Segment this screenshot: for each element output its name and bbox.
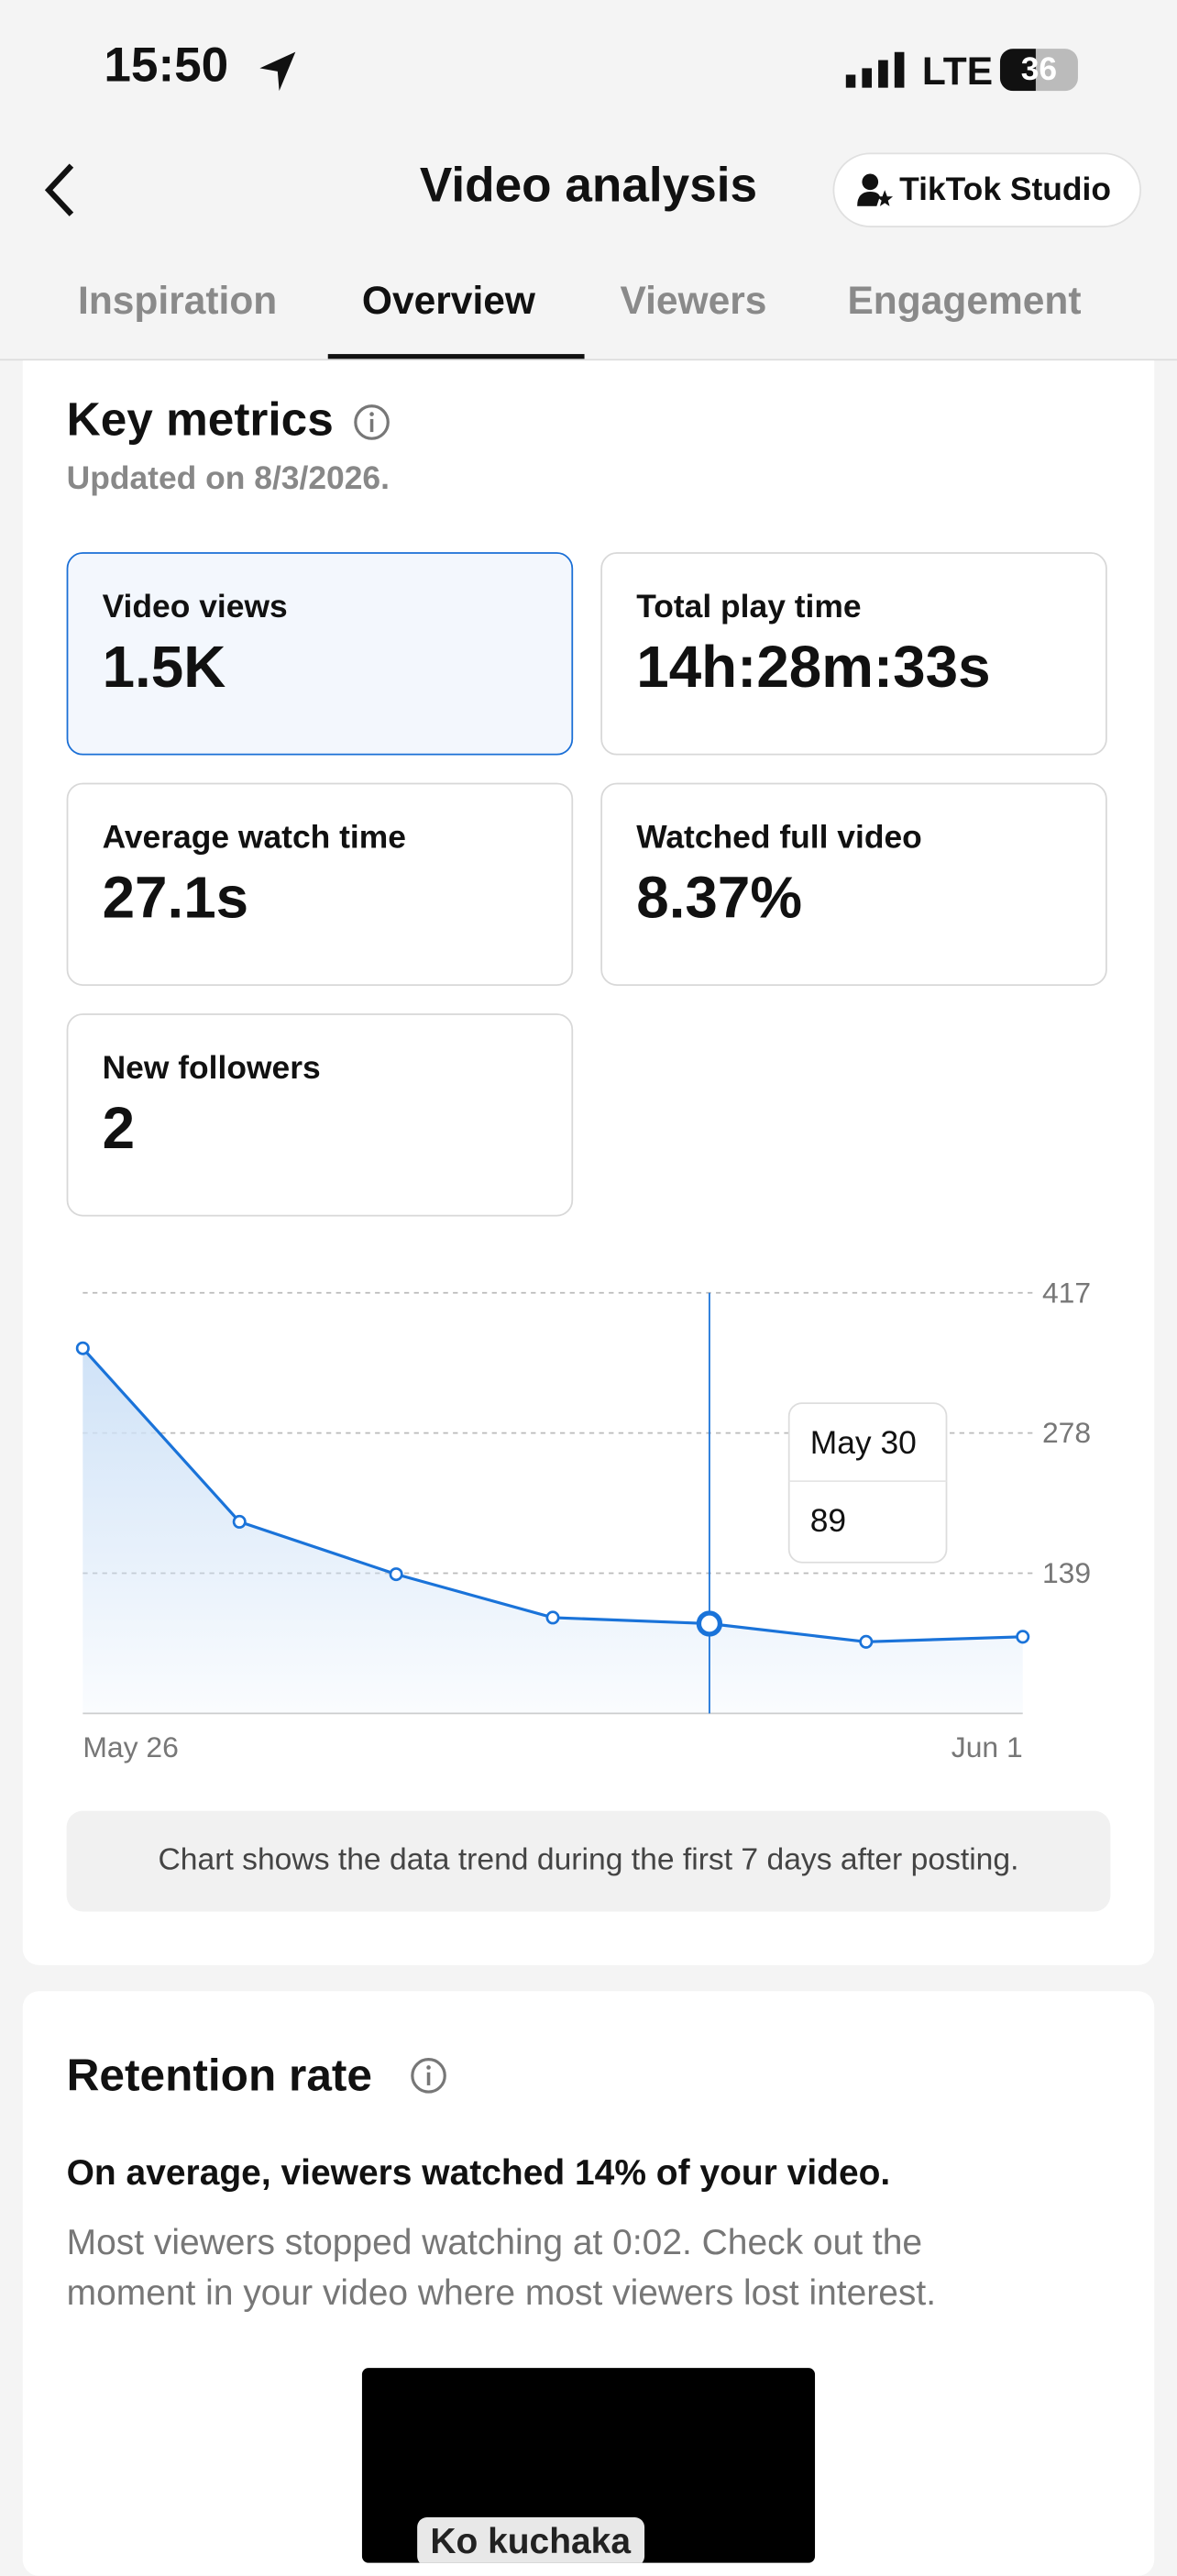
y-tick-label: 417 (1042, 1276, 1091, 1309)
tab[interactable]: Inspiration (78, 279, 278, 324)
x-tick-label: Jun 1 (952, 1730, 1023, 1763)
video-thumbnail[interactable]: Ko kuchaka (361, 2368, 816, 2563)
point-highlight (696, 1610, 723, 1637)
status-time: 15:50 (104, 39, 229, 93)
point (232, 1514, 247, 1529)
point (1016, 1630, 1030, 1644)
tab-active[interactable]: Overview (361, 279, 535, 324)
battery-text: 36 (1020, 51, 1058, 88)
section-title: Retention rate (66, 2050, 373, 2100)
tab[interactable]: Engagement (847, 279, 1082, 324)
metric-value: 8.37% (636, 864, 803, 931)
metric-label: Average watch time (102, 820, 406, 857)
metric-card[interactable]: Video views 1.5K (66, 552, 574, 756)
tooltip-value: 89 (810, 1502, 846, 1539)
tab[interactable]: Viewers (620, 279, 767, 324)
video-caption: Ko kuchaka (417, 2517, 644, 2563)
chart: 139 278 417 May 26 Jun 1 May 30 89 (75, 1276, 1091, 1763)
metric-label: Video views (102, 589, 288, 625)
page-title: Video analysis (419, 159, 758, 214)
y-tick-label: 278 (1042, 1416, 1091, 1449)
signal-icon (845, 51, 905, 88)
chart-note: Chart shows the data trend during the fi… (66, 1810, 1111, 1912)
metric-label: New followers (102, 1050, 321, 1087)
location-icon (259, 51, 296, 92)
metric-label: Total play time (636, 589, 862, 625)
battery: 36 (999, 49, 1078, 92)
network: LTE (921, 50, 994, 94)
metric-value: 14h:28m:33s (636, 633, 991, 701)
retention-detail: Most viewers stopped watching at 0:02. C… (66, 2221, 937, 2313)
studio-button[interactable]: TikTok Studio (832, 152, 1142, 227)
x-tick-label: May 26 (82, 1730, 178, 1763)
metric-value: 2 (102, 1094, 136, 1162)
battery-level (999, 49, 1036, 92)
metric-label: Watched full video (636, 820, 922, 857)
metric-value: 1.5K (102, 633, 226, 701)
metric-card[interactable]: New followers 2 (66, 1013, 574, 1217)
tab-indicator (327, 354, 585, 359)
info-icon[interactable] (409, 2056, 448, 2095)
studio-icon (857, 173, 894, 206)
updated-text: Updated on 8/3/2026. (66, 460, 390, 497)
back-button[interactable] (39, 160, 88, 221)
point (859, 1634, 874, 1649)
metric-card[interactable]: Total play time 14h:28m:33s (600, 552, 1107, 756)
retention-summary: On average, viewers watched 14% of your … (66, 2151, 891, 2193)
tooltip (787, 1402, 948, 1564)
metric-card[interactable]: Average watch time 27.1s (66, 782, 574, 986)
point (389, 1567, 403, 1582)
studio-text: TikTok Studio (899, 171, 1112, 208)
point (545, 1610, 560, 1625)
info-icon[interactable] (352, 403, 391, 442)
y-tick-label: 139 (1042, 1556, 1091, 1589)
point (75, 1341, 90, 1355)
metric-card[interactable]: Watched full video 8.37% (600, 782, 1107, 986)
section-title: Key metrics (66, 394, 334, 448)
tooltip-date: May 30 (810, 1424, 917, 1461)
metric-value: 27.1s (102, 864, 249, 931)
area (82, 1348, 1023, 1714)
divider (0, 359, 1177, 361)
